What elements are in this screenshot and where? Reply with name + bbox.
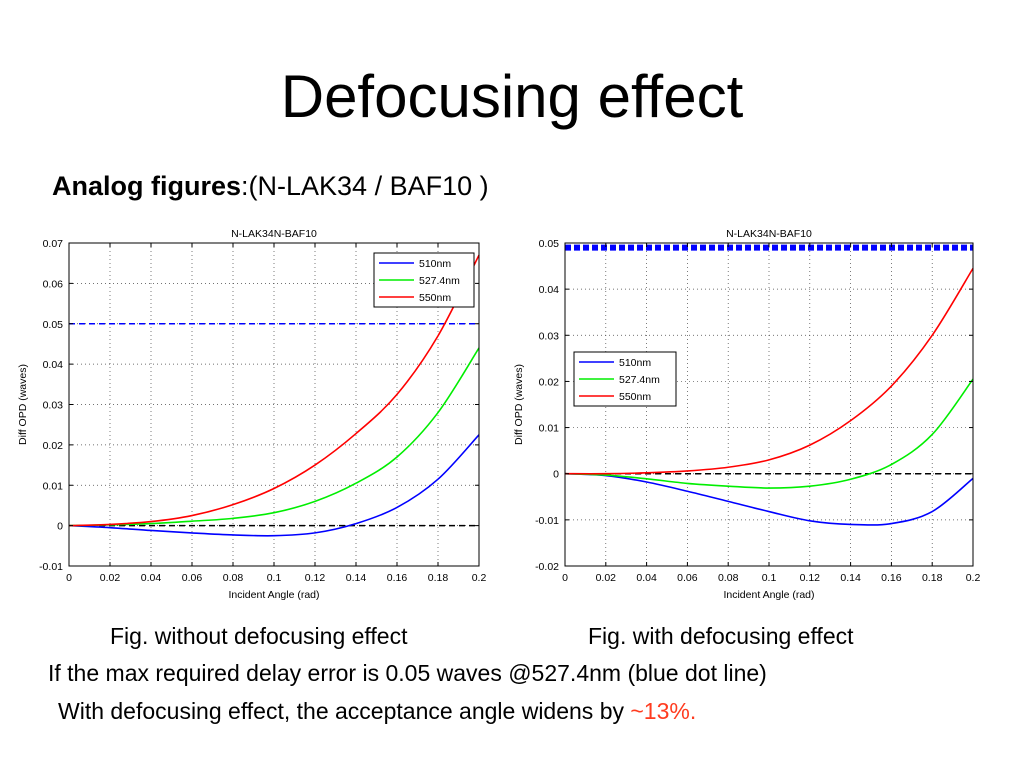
note-delay-error: If the max required delay error is 0.05 …	[48, 660, 767, 686]
chart-1-xlabel: Incident Angle (rad)	[723, 589, 814, 601]
chart-1-x-tick-label-6: 0.12	[800, 572, 821, 584]
subtitle-bold: Analog figures	[52, 171, 242, 201]
slide-title: Defocusing effect	[280, 63, 744, 130]
chart-0-x-tick-label-0: 0	[66, 572, 72, 584]
chart-0-y-tick-label-4: 0.03	[43, 400, 64, 412]
chart-1-y-tick-label-0: -0.02	[535, 561, 559, 573]
subtitle: Analog figures:(N-LAK34 / BAF10 )	[52, 168, 489, 204]
chart-0-xlabel: Incident Angle (rad)	[228, 589, 319, 601]
chart-1-title: N-LAK34N-BAF10	[726, 228, 812, 240]
chart-1-x-tick-label-5: 0.1	[762, 572, 777, 584]
caption-right: Fig. with defocusing effect	[588, 623, 854, 649]
chart-0-x-tick-label-7: 0.14	[346, 572, 367, 584]
chart-0-y-tick-label-3: 0.02	[43, 440, 64, 452]
chart-1-series-line-1	[564, 378, 974, 489]
chart-0-series-line-1	[68, 347, 480, 527]
chart-0-y-tick-label-0: -0.01	[39, 561, 63, 573]
chart-1-ylabel: Diff OPD (waves)	[513, 364, 525, 445]
caption-left: Fig. without defocusing effect	[110, 623, 408, 649]
chart-0-legend-label-2: 550nm	[419, 292, 451, 304]
chart-1-y-tick-label-7: 0.05	[539, 238, 560, 250]
chart-0-x-tick-label-1: 0.02	[100, 572, 121, 584]
chart-1-series-line-2	[564, 267, 974, 475]
chart-1-legend-label-0: 510nm	[619, 357, 651, 369]
chart-0-y-tick-label-7: 0.06	[43, 278, 64, 290]
chart-0-y-tick-label-1: 0	[57, 521, 63, 533]
chart-0-x-tick-label-6: 0.12	[305, 572, 326, 584]
note-acceptance-highlight: ~13%.	[630, 698, 697, 724]
chart-0-series-line-2	[68, 254, 480, 527]
chart-1-series-line-0	[564, 472, 974, 526]
chart-1-x-tick-label-7: 0.14	[840, 572, 861, 584]
chart-1-y-tick-label-2: 0	[553, 469, 559, 481]
chart-0-legend-label-1: 527.4nm	[419, 275, 460, 287]
chart-0-ylabel: Diff OPD (waves)	[17, 364, 29, 445]
chart-1-x-tick-label-0: 0	[562, 572, 568, 584]
chart-0-x-tick-label-8: 0.16	[387, 572, 408, 584]
chart-0-title: N-LAK34N-BAF10	[231, 228, 317, 240]
chart-0-y-tick-label-5: 0.04	[43, 359, 64, 371]
chart-1-y-tick-label-5: 0.03	[539, 330, 560, 342]
chart-0-series-line-0	[68, 434, 480, 537]
chart-1-x-tick-label-3: 0.06	[677, 572, 698, 584]
subtitle-rest: :(N-LAK34 / BAF10 )	[241, 171, 489, 201]
chart-0-x-tick-label-9: 0.18	[428, 572, 449, 584]
note-acceptance-angle: With defocusing effect, the acceptance a…	[58, 697, 696, 725]
chart-1-x-tick-label-9: 0.18	[922, 572, 943, 584]
chart-1-x-tick-label-8: 0.16	[881, 572, 902, 584]
chart-0-x-tick-label-2: 0.04	[141, 572, 162, 584]
chart-1-y-tick-label-3: 0.01	[539, 423, 560, 435]
chart-1-legend-label-1: 527.4nm	[619, 374, 660, 386]
chart-0-y-tick-label-2: 0.01	[43, 480, 64, 492]
chart-without-defocusing: 0 0.02 0.04 0.06 0.08 0.1 0.12 0.14 0.16 0.18 0.2 -…	[17, 228, 487, 601]
chart-1-legend-label-2: 550nm	[619, 391, 651, 403]
chart-1-x-tick-label-2: 0.04	[636, 572, 657, 584]
chart-0-x-tick-label-5: 0.1	[267, 572, 282, 584]
note-acceptance-text: With defocusing effect, the acceptance a…	[58, 698, 631, 724]
chart-0-legend-label-0: 510nm	[419, 258, 451, 270]
chart-0-x-tick-label-4: 0.08	[223, 572, 244, 584]
chart-with-defocusing: 0 0.02 0.04 0.06 0.08 0.1 0.12 0.14 0.16 0.18 0.2 -…	[513, 228, 981, 601]
chart-1-y-tick-label-4: 0.02	[539, 376, 560, 388]
chart-0-y-tick-label-8: 0.07	[43, 238, 64, 250]
chart-1-y-tick-label-6: 0.04	[539, 284, 560, 296]
chart-1-x-tick-label-1: 0.02	[596, 572, 617, 584]
chart-0-y-tick-label-6: 0.05	[43, 319, 64, 331]
chart-0-x-tick-label-3: 0.06	[182, 572, 203, 584]
chart-0-x-tick-label-10: 0.2	[472, 572, 487, 584]
chart-1-y-tick-label-1: -0.01	[535, 515, 559, 527]
chart-1-x-tick-label-10: 0.2	[966, 572, 981, 584]
chart-1-x-tick-label-4: 0.08	[718, 572, 739, 584]
